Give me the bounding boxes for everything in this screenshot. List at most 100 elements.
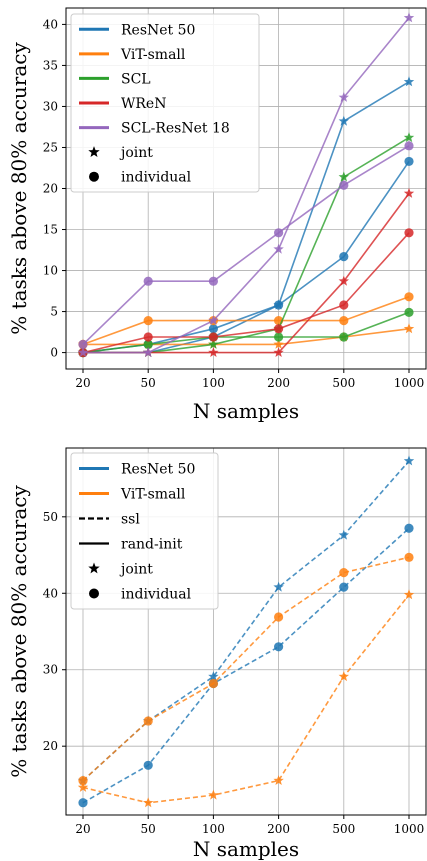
- data-point-circle: [274, 324, 284, 334]
- data-point-circle: [208, 276, 218, 286]
- data-point-circle: [404, 141, 414, 151]
- data-point-star: [143, 347, 154, 357]
- chart-panel-2: 20 50 100 200 500 1000 20 30 40 50 N samples % task…: [7, 447, 427, 861]
- legend-label: ViT-small: [120, 47, 186, 63]
- data-point-circle: [274, 300, 284, 310]
- data-point-circle: [404, 156, 414, 167]
- data-point-star: [403, 132, 415, 143]
- data-point-circle: [404, 552, 414, 562]
- series-line: [82, 527, 410, 804]
- legend-circle-icon: [89, 588, 99, 599]
- legend-label: SCL-ResNet 18: [121, 121, 230, 137]
- data-point-star: [403, 589, 415, 600]
- data-point-circle: [274, 332, 284, 342]
- x-tick-label: 1000: [394, 822, 425, 836]
- legend-star-icon: [88, 562, 100, 574]
- legend-box: [70, 13, 260, 193]
- legend-label: ViT-small: [120, 487, 186, 503]
- legend-label: joint: [119, 562, 153, 578]
- series-line: [82, 556, 410, 782]
- x-tick-label: 500: [332, 822, 355, 836]
- legend-label: joint: [119, 145, 153, 161]
- x-tick-label: 1000: [394, 376, 425, 390]
- data-point-circle: [404, 228, 414, 238]
- data-point-circle: [339, 582, 349, 592]
- x-axis-label: N samples: [193, 399, 299, 423]
- data-point-circle: [274, 612, 284, 622]
- legend-circle-icon: [89, 171, 99, 182]
- data-point-star: [208, 789, 219, 800]
- data-point-circle: [143, 716, 153, 726]
- series-line: [82, 311, 410, 354]
- data-point-star: [338, 115, 349, 126]
- data-point-star: [403, 76, 415, 87]
- data-point-circle: [339, 315, 349, 326]
- x-tick-label: 500: [332, 376, 355, 390]
- legend-star-icon: [88, 146, 100, 157]
- data-point-star: [338, 91, 349, 102]
- y-tick-label: 50: [43, 510, 58, 524]
- data-point-star: [208, 347, 219, 357]
- data-point-star: [273, 347, 284, 357]
- x-tick-label: 50: [141, 822, 156, 836]
- chart-panel-1: 20 50 100 200 500 1000 0 5 10 15 20 25 30 35 40 N sampl…: [7, 7, 427, 423]
- data-point-circle: [339, 300, 349, 310]
- axes-frame: [65, 447, 427, 816]
- series-line: [82, 296, 410, 346]
- data-point-star: [403, 455, 415, 466]
- data-point-star: [143, 797, 154, 808]
- y-tick-label: 40: [43, 17, 58, 31]
- data-point-circle: [404, 292, 414, 302]
- data-point-circle: [143, 760, 153, 770]
- data-point-star: [338, 671, 349, 682]
- legend-label: ResNet 50: [121, 22, 195, 38]
- x-tick-label: 100: [202, 376, 225, 390]
- y-tick-label: 30: [43, 663, 58, 677]
- data-point-circle: [143, 339, 153, 349]
- series-line: [82, 232, 410, 354]
- data-point-star: [273, 775, 284, 785]
- x-tick-label: 50: [141, 376, 156, 390]
- y-tick-label: 20: [43, 739, 58, 753]
- legend-label: ssl: [121, 512, 140, 528]
- data-point-star: [338, 529, 349, 540]
- data-point-circle: [339, 180, 349, 190]
- x-axis-label: N samples: [193, 837, 299, 861]
- y-tick-label: 15: [43, 223, 58, 237]
- y-tick-label: 40: [43, 586, 58, 600]
- data-point-circle: [143, 276, 153, 286]
- x-tick-label: 200: [267, 822, 290, 836]
- x-tick-label: 100: [202, 822, 225, 836]
- series-line: [83, 17, 410, 354]
- series-line: [82, 594, 410, 804]
- data-point-circle: [208, 678, 218, 689]
- data-point-star: [403, 187, 415, 198]
- data-point-circle: [404, 307, 414, 317]
- series-line: [82, 145, 410, 345]
- legend-label: individual: [121, 170, 192, 186]
- y-tick-label: 30: [43, 99, 58, 113]
- y-axis-label: % tasks above 80% accuracy: [7, 42, 31, 335]
- data-point-star: [77, 347, 89, 357]
- y-tick-label: 0: [50, 346, 58, 360]
- y-tick-label: 25: [43, 140, 58, 154]
- y-tick-label: 35: [43, 58, 58, 72]
- legend-label: SCL: [121, 71, 151, 87]
- x-tick-label: 200: [267, 376, 290, 390]
- data-point-circle: [78, 798, 88, 808]
- legend-label: WReN: [121, 96, 166, 112]
- y-tick-label: 10: [43, 264, 58, 278]
- y-tick-label: 5: [50, 305, 58, 319]
- y-tick-label: 20: [43, 182, 58, 196]
- series-line: [83, 328, 410, 346]
- series-line: [83, 192, 410, 354]
- legend-label: rand-init: [121, 537, 183, 553]
- data-point-circle: [274, 228, 284, 238]
- data-point-star: [338, 275, 349, 286]
- data-point-circle: [339, 332, 349, 342]
- data-point-circle: [143, 315, 153, 326]
- x-tick-label: 20: [75, 822, 90, 836]
- legend-label: ResNet 50: [121, 462, 195, 478]
- data-point-star: [338, 171, 349, 182]
